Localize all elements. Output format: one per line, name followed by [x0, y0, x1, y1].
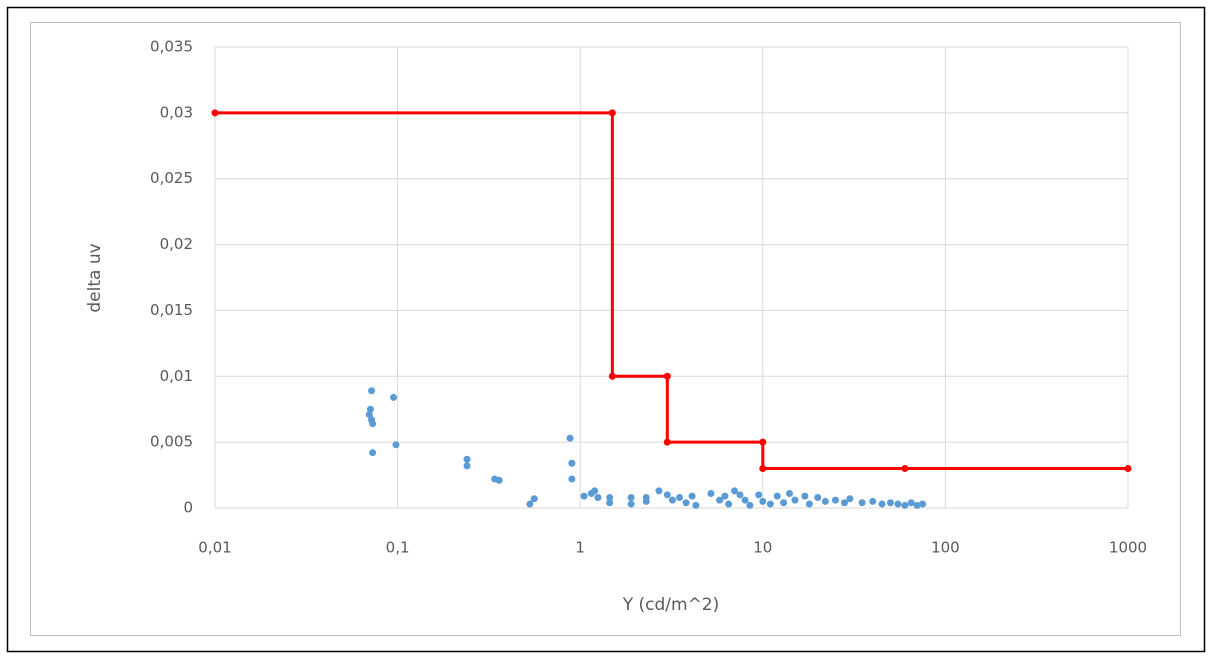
point [759, 497, 767, 505]
point [878, 500, 886, 508]
point [608, 109, 616, 117]
x-tick-label: 10 [753, 539, 772, 557]
point [759, 464, 767, 472]
point [736, 491, 744, 499]
point [594, 493, 602, 501]
x-tick-label: 0,1 [386, 539, 410, 557]
point [580, 492, 588, 500]
point [846, 495, 854, 503]
point [663, 372, 671, 380]
point [869, 497, 877, 505]
point [780, 499, 788, 507]
point [907, 499, 915, 507]
point [566, 434, 574, 442]
point [366, 405, 374, 413]
outer-frame [6, 6, 1206, 653]
y-tick-label: 0,03 [160, 103, 193, 121]
y-axis-title: delta uv [85, 243, 105, 312]
y-tick-label: 0,025 [150, 169, 193, 187]
point [211, 109, 219, 117]
x-tick-label: 1000 [1109, 539, 1147, 557]
point [526, 500, 534, 508]
point [831, 496, 839, 504]
point [901, 464, 909, 472]
point [731, 487, 739, 495]
point [530, 495, 538, 503]
point [805, 500, 813, 508]
point [463, 462, 471, 470]
point [886, 499, 894, 507]
point [801, 492, 809, 500]
point [368, 387, 376, 395]
point [721, 492, 729, 500]
y-tick-label: 0,005 [150, 433, 193, 451]
chart-border [30, 22, 1181, 636]
point [692, 501, 700, 509]
point [591, 487, 599, 495]
point [755, 491, 763, 499]
point [463, 455, 471, 463]
point [773, 492, 781, 500]
point [369, 420, 377, 428]
y-tick-label: 0,015 [150, 301, 193, 319]
y-tick-label: 0,01 [160, 367, 193, 385]
point [919, 500, 927, 508]
point [766, 500, 774, 508]
point [746, 501, 754, 509]
point [791, 496, 799, 504]
point [606, 499, 614, 507]
x-tick-label: 0,01 [198, 539, 231, 557]
point [821, 497, 829, 505]
point [682, 499, 690, 507]
point [901, 501, 909, 509]
point [390, 393, 398, 401]
y-tick-label: 0,035 [150, 38, 193, 56]
point [688, 492, 696, 500]
point [858, 499, 866, 507]
point [716, 496, 724, 504]
point [392, 441, 400, 449]
point [663, 491, 671, 499]
point [814, 493, 822, 501]
point [785, 490, 793, 498]
point [707, 490, 715, 498]
point [725, 500, 733, 508]
point [840, 499, 848, 507]
point [568, 459, 576, 467]
point [668, 496, 676, 504]
point [608, 372, 616, 380]
y-tick-label: 0 [183, 499, 193, 517]
point [627, 500, 635, 508]
y-tick-label: 0,02 [160, 235, 193, 253]
point [913, 501, 921, 509]
point [663, 438, 671, 446]
point [894, 500, 902, 508]
point [365, 410, 373, 418]
x-tick-label: 1 [575, 539, 585, 557]
point [759, 438, 767, 446]
point [369, 449, 377, 457]
point [642, 497, 650, 505]
point [1124, 464, 1132, 472]
point [676, 493, 684, 501]
point [495, 476, 503, 484]
point [627, 493, 635, 501]
x-axis-title: Y (cd/m^2) [622, 595, 720, 615]
point [741, 496, 749, 504]
point [655, 487, 663, 495]
point [568, 475, 576, 483]
point [606, 493, 614, 501]
x-tick-label: 100 [931, 539, 960, 557]
